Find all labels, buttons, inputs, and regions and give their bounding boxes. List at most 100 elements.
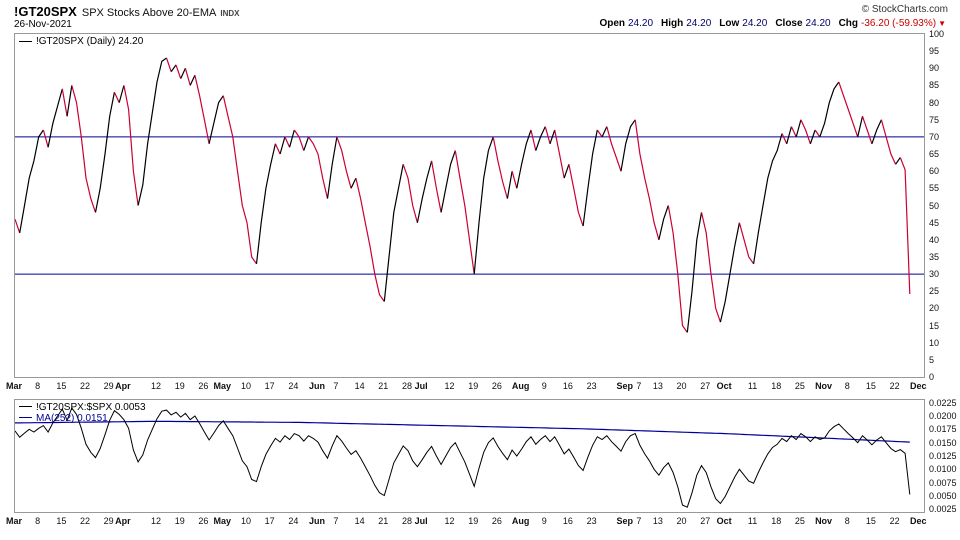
x-axis-label: 21 xyxy=(378,516,389,526)
stockcharts-copyright: © StockCharts.com xyxy=(861,4,948,15)
price-line-segment xyxy=(189,74,196,86)
price-line-segment xyxy=(563,164,570,179)
ratio-y-axis-label: 0.0125 xyxy=(929,451,957,461)
ratio-legend-text: !GT20SPX:$SPX 0.0053 xyxy=(36,401,146,413)
chg-label: Chg xyxy=(838,18,859,29)
x-axis-label: May xyxy=(213,516,232,526)
x-axis-label: 19 xyxy=(174,516,185,526)
price-line-segment xyxy=(620,119,636,172)
price-line-segment xyxy=(700,212,721,323)
low-value: 24.20 xyxy=(742,18,768,29)
high-label: High xyxy=(661,18,684,29)
main-y-axis-label: 65 xyxy=(929,149,940,160)
x-axis-label: 10 xyxy=(240,516,251,526)
ratio-line xyxy=(15,406,911,508)
price-line-segment xyxy=(473,136,494,275)
price-line-segment xyxy=(165,57,172,72)
x-axis-label: Jul xyxy=(414,516,428,526)
ratio-y-axis-label: 0.0150 xyxy=(929,437,957,448)
x-axis-label: 17 xyxy=(264,516,275,526)
price-line-segment xyxy=(857,116,864,138)
price-line-segment xyxy=(274,143,281,155)
chart-title-line: !GT20SPX SPX Stocks Above 20-EMA INDX xyxy=(14,3,240,21)
price-line-segment xyxy=(800,119,811,144)
price-line-segment xyxy=(838,81,859,138)
x-axis-label: 16 xyxy=(562,381,573,391)
price-line-segment xyxy=(596,129,603,138)
x-axis-label: 8 xyxy=(844,381,850,391)
x-axis-label: 7 xyxy=(333,516,339,526)
x-axis-label: 26 xyxy=(198,516,209,526)
exchange-tag: INDX xyxy=(220,9,240,18)
main-y-axis-label: 10 xyxy=(929,337,940,348)
ratio-chart xyxy=(14,399,925,513)
x-axis-label: Mar xyxy=(5,381,22,391)
main-y-axis-label: 35 xyxy=(929,251,940,262)
main-y-axis-label: 70 xyxy=(929,131,940,142)
x-axis-label: Dec xyxy=(910,381,927,391)
open-label: Open xyxy=(599,18,625,29)
price-line-segment xyxy=(61,88,68,117)
main-y-axis-label: 0 xyxy=(929,372,935,382)
x-axis-label: 21 xyxy=(378,381,389,391)
main-y-axis-label: 45 xyxy=(929,217,940,228)
price-line-segment xyxy=(861,116,873,144)
chart-date: 26-Nov-2021 xyxy=(14,19,72,30)
ratio-legend: !GT20SPX:$SPX 0.0053 xyxy=(19,402,146,413)
ohlc-quote-line: Open 24.20 High 24.20 Low 24.20 Close 24.20 Chg -… xyxy=(599,18,946,29)
x-axis-label: 14 xyxy=(354,516,365,526)
main-y-axis-label: 20 xyxy=(929,303,940,314)
ratio-line-swatch xyxy=(19,406,32,408)
x-axis-label: 25 xyxy=(794,516,805,526)
price-line-segment xyxy=(492,136,508,199)
price-line-segment xyxy=(606,126,622,172)
x-axis-label: 12 xyxy=(444,516,455,526)
down-arrow-icon: ▼ xyxy=(938,19,946,28)
price-line-segment xyxy=(530,129,537,151)
x-axis-label: 16 xyxy=(562,516,573,526)
price-line-segment xyxy=(601,126,608,138)
open-value: 24.20 xyxy=(628,18,654,29)
price-line-segment xyxy=(582,129,598,227)
main-y-axis-label: 60 xyxy=(929,166,940,177)
main-y-axis-label: 90 xyxy=(929,63,940,74)
x-axis-label: 29 xyxy=(103,516,114,526)
price-line-segment xyxy=(194,75,210,144)
price-line-segment xyxy=(113,92,120,103)
price-line-segment xyxy=(184,68,191,86)
price-line-segment xyxy=(895,157,901,165)
price-line-segment xyxy=(738,222,755,265)
price-line-segment xyxy=(350,177,357,189)
price-line-segment xyxy=(568,164,584,227)
x-axis-label: Sep xyxy=(616,516,633,526)
price-line-segment xyxy=(42,129,49,148)
ma-legend-text: MA(252) 0.0151 xyxy=(36,412,108,424)
main-y-axis-label: 100 xyxy=(929,29,945,39)
x-axis-label: May xyxy=(213,381,232,391)
chart-description: SPX Stocks Above 20-EMA xyxy=(81,7,217,19)
x-axis-label: 7 xyxy=(636,516,642,526)
price-line-segment xyxy=(170,64,177,73)
price-line-segment xyxy=(781,133,788,145)
price-line-segment xyxy=(516,129,532,189)
price-line-segment xyxy=(123,85,139,206)
main-y-axis-label: 50 xyxy=(929,200,940,211)
x-axis-label: 13 xyxy=(652,516,663,526)
x-axis-label: 22 xyxy=(80,516,91,526)
x-axis-label: 7 xyxy=(636,381,642,391)
price-line-segment xyxy=(454,150,475,275)
main-y-axis-label: 95 xyxy=(929,46,940,57)
price-line-segment xyxy=(255,143,276,264)
x-axis-label: 10 xyxy=(240,381,251,391)
x-axis-label: 9 xyxy=(541,381,547,391)
x-axis-label: 22 xyxy=(889,381,900,391)
price-line-segment xyxy=(71,85,97,213)
price-line-segment xyxy=(94,92,115,213)
x-axis-label: 29 xyxy=(103,381,114,391)
chg-value: -36.20 (-59.93%) xyxy=(861,18,937,29)
x-axis-label: 19 xyxy=(174,381,185,391)
x-axis-label: 27 xyxy=(700,516,711,526)
ma-legend: MA(252) 0.0151 xyxy=(19,413,108,424)
price-line-segment xyxy=(15,219,21,234)
